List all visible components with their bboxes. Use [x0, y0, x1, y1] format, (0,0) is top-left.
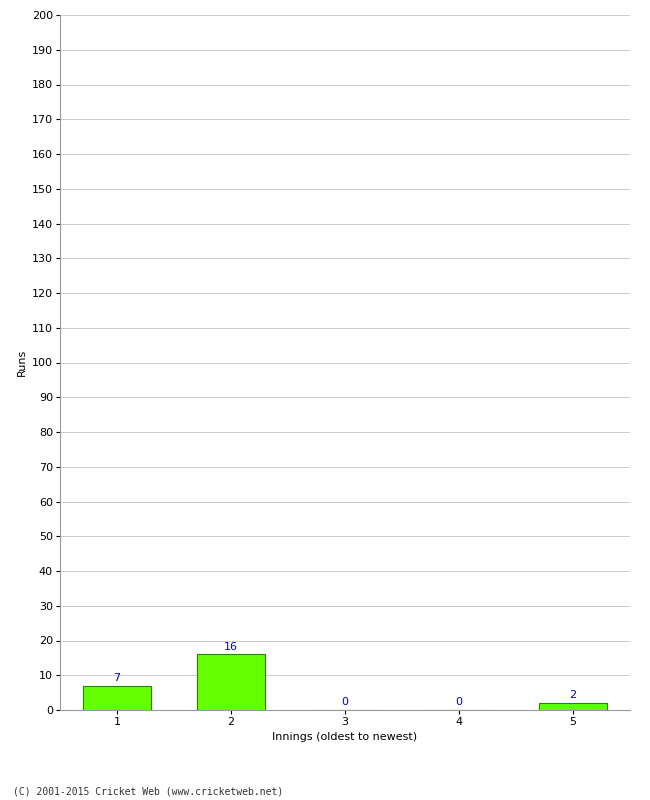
Text: 7: 7	[114, 673, 120, 683]
Bar	[83, 686, 151, 710]
Text: 0: 0	[456, 698, 463, 707]
Y-axis label: Runs: Runs	[16, 349, 27, 376]
Bar	[539, 703, 607, 710]
Text: (C) 2001-2015 Cricket Web (www.cricketweb.net): (C) 2001-2015 Cricket Web (www.cricketwe…	[13, 786, 283, 796]
Bar	[197, 654, 265, 710]
Text: 16: 16	[224, 642, 238, 652]
Text: 2: 2	[569, 690, 577, 700]
Text: 0: 0	[341, 698, 348, 707]
X-axis label: Innings (oldest to newest): Innings (oldest to newest)	[272, 733, 417, 742]
